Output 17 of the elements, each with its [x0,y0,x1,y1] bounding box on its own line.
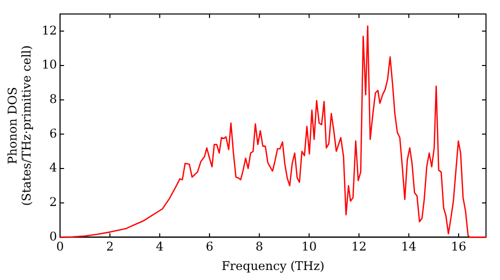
x-tick-label: 4 [156,240,164,254]
x-tick-label: 14 [401,240,417,254]
x-tick-label: 6 [206,240,214,254]
x-tick-label: 10 [302,240,317,254]
x-axis-title: Frequency (THz) [222,258,324,273]
x-tick-label: 2 [106,240,114,254]
x-tick-label: 16 [450,240,466,254]
y-axis-title: Phonon DOS (States/THz·primitive cell) [5,45,34,206]
y-tick-label: 10 [42,58,58,72]
y-tick-label: 4 [49,160,58,175]
y-tick-label: 2 [49,194,58,209]
y-tick-label: 8 [49,92,58,106]
x-tick-label: 8 [256,240,264,254]
x-tick-label: 12 [351,240,367,254]
y-tick-label: 12 [42,23,58,38]
y-tick-label: 0 [49,229,58,244]
y-tick-label: 6 [49,126,58,140]
